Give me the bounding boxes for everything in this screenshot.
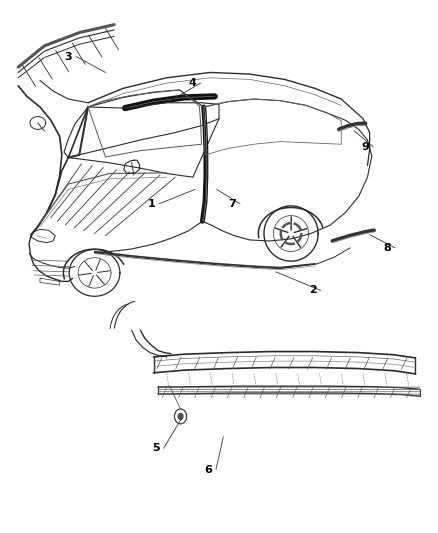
Text: 3: 3 [64, 52, 72, 61]
Text: 2: 2 [309, 286, 317, 295]
Text: 5: 5 [152, 443, 159, 453]
Text: 6: 6 [204, 465, 212, 474]
Text: 1: 1 [148, 199, 155, 209]
Text: 8: 8 [383, 243, 391, 253]
Circle shape [178, 413, 183, 419]
Text: 4: 4 [189, 78, 197, 88]
Text: 9: 9 [361, 142, 369, 152]
Text: 7: 7 [228, 199, 236, 209]
